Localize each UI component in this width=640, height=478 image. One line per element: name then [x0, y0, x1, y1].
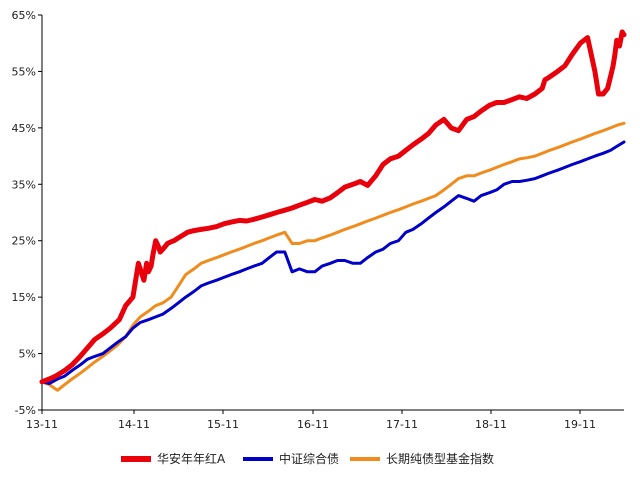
y-tick-label: 25% — [12, 235, 36, 248]
legend-label: 中证综合债 — [279, 451, 339, 466]
series-line-1 — [39, 29, 627, 385]
y-tick-label: 15% — [12, 291, 36, 304]
x-tick-label: 17-11 — [386, 418, 418, 431]
legend-label: 华安年年红A — [157, 451, 226, 466]
y-tick-label: 65% — [12, 9, 36, 22]
y-tick-label: 55% — [12, 65, 36, 78]
x-tick-label: 16-11 — [297, 418, 329, 431]
x-tick-label: 14-11 — [118, 418, 150, 431]
series-lines — [39, 29, 627, 392]
legend: 华安年年红A 中证综合债 长期纯债型基金指数 — [121, 451, 494, 466]
y-tick-label: 35% — [12, 178, 36, 191]
axes: -5% 5% 15% 25% 35% 45% 55% 65% 13-11 14-11 15-11 16… — [12, 9, 624, 431]
y-tick-label: 45% — [12, 122, 36, 135]
x-tick-label: 18-11 — [475, 418, 507, 431]
legend-label: 长期纯债型基金指数 — [386, 451, 494, 466]
series-line-2 — [40, 140, 626, 385]
x-tick-label: 15-11 — [207, 418, 239, 431]
y-tick-label: -5% — [15, 404, 36, 417]
y-tick-label: 5% — [19, 348, 36, 361]
x-tick-label: 19-11 — [564, 418, 596, 431]
x-tick-label: 13-11 — [26, 418, 58, 431]
series-line-3 — [40, 121, 626, 392]
